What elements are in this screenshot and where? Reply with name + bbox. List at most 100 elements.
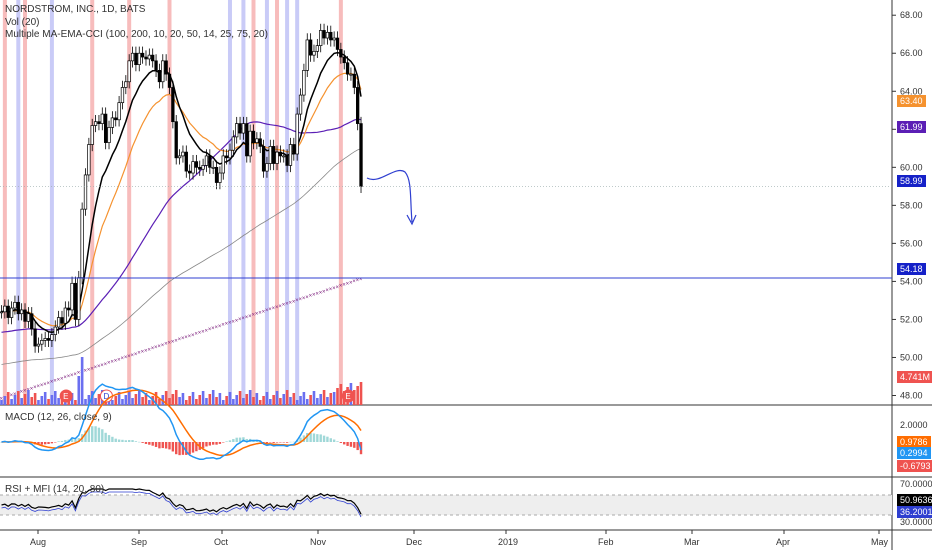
volume-bar bbox=[201, 391, 205, 405]
volume-bar bbox=[305, 399, 309, 405]
macd-histogram-bar bbox=[222, 442, 225, 443]
macd-histogram-bar bbox=[151, 442, 154, 446]
volume-bar bbox=[124, 395, 128, 405]
candle-body bbox=[97, 121, 101, 124]
candle-body bbox=[130, 52, 135, 62]
ma200-marker: × bbox=[110, 360, 114, 366]
candle-body bbox=[292, 144, 296, 155]
candle-body bbox=[315, 45, 319, 52]
ma200-marker: × bbox=[10, 393, 14, 399]
macd-histogram-bar bbox=[191, 442, 195, 453]
ma200-marker: × bbox=[218, 324, 222, 330]
macd-histogram-bar bbox=[185, 442, 188, 455]
volume-bar bbox=[225, 396, 228, 405]
volume-bar bbox=[228, 392, 232, 405]
candle-body bbox=[13, 301, 17, 309]
projection-path bbox=[366, 169, 413, 223]
macd-line-tag: 0.2994 bbox=[897, 447, 931, 459]
time-tick-label: Mar bbox=[684, 537, 700, 547]
time-tick-label: May bbox=[871, 537, 889, 547]
volume-bar bbox=[77, 376, 81, 405]
candle-body bbox=[228, 149, 232, 159]
ma200-marker: × bbox=[73, 372, 77, 378]
ma200-marker: × bbox=[171, 339, 175, 345]
event-marker-circle bbox=[59, 389, 73, 403]
candle-body bbox=[272, 146, 276, 164]
volume-bar bbox=[282, 394, 286, 405]
time-tick-label: Sep bbox=[131, 537, 147, 547]
highlight-band bbox=[227, 0, 232, 405]
volume-bar bbox=[111, 400, 114, 405]
event-marker-label: E bbox=[345, 392, 350, 401]
ma200-marker: × bbox=[312, 293, 316, 299]
ma200-marker: × bbox=[120, 356, 124, 362]
ma200-marker: × bbox=[336, 285, 340, 291]
ma200-marker: × bbox=[194, 332, 198, 338]
macd-histogram-bar bbox=[312, 433, 316, 442]
ma200-marker: × bbox=[23, 389, 27, 395]
candle-body bbox=[6, 305, 10, 318]
volume-bar bbox=[121, 399, 124, 405]
ma200-marker: × bbox=[53, 379, 57, 385]
candle-body bbox=[302, 70, 306, 96]
ma200-marker: × bbox=[252, 313, 256, 319]
candle-body bbox=[26, 313, 31, 322]
macd-histogram-bar bbox=[94, 426, 97, 442]
candle-body bbox=[268, 146, 272, 164]
candle-body bbox=[295, 113, 299, 155]
ma200-marker: × bbox=[319, 290, 323, 296]
volume-indicator-label: Vol (20) bbox=[5, 17, 40, 28]
volume-bar bbox=[316, 398, 319, 405]
ma200-marker: × bbox=[43, 382, 47, 388]
volume-bar bbox=[158, 399, 161, 405]
macd-histogram-bar bbox=[195, 442, 198, 452]
volume-bar bbox=[131, 398, 134, 405]
macd-histogram-bar bbox=[127, 440, 131, 442]
ma200-marker: × bbox=[204, 328, 208, 334]
ma200-marker: × bbox=[57, 377, 61, 383]
ma200-marker: × bbox=[157, 344, 161, 350]
ma200-marker: × bbox=[117, 357, 121, 363]
volume-bar bbox=[37, 400, 40, 405]
candle-body bbox=[235, 123, 239, 138]
ma200-marker: × bbox=[231, 319, 235, 325]
macd-histogram-bar bbox=[101, 429, 104, 442]
macd-histogram-bar bbox=[84, 430, 87, 442]
ma200-marker: × bbox=[178, 337, 182, 343]
candle-body bbox=[245, 123, 249, 157]
macd-signal-tag: 0.9786 bbox=[897, 436, 931, 448]
ma200-marker: × bbox=[184, 335, 188, 341]
candle-body bbox=[308, 39, 313, 56]
ma200-marker: × bbox=[238, 317, 242, 323]
volume-bar bbox=[70, 393, 74, 405]
ma200-marker: × bbox=[181, 336, 185, 342]
candle-body bbox=[9, 307, 14, 318]
candle-body bbox=[60, 317, 64, 324]
candle-body bbox=[278, 151, 283, 157]
ma200-marker: × bbox=[20, 390, 24, 396]
rsi-tick-label: 70.0000 bbox=[900, 479, 932, 489]
volume-bar bbox=[262, 396, 265, 405]
macd-histogram-bar bbox=[164, 442, 168, 449]
macd-histogram-bar bbox=[70, 438, 74, 442]
last-price-tag: 58.99 bbox=[897, 175, 926, 187]
candle-body bbox=[16, 301, 20, 315]
macd-histogram-bar bbox=[225, 441, 228, 442]
macd-histogram-bar bbox=[134, 441, 138, 442]
ma200-marker: × bbox=[272, 306, 276, 312]
volume-bar bbox=[279, 398, 282, 405]
volume-bar bbox=[50, 395, 54, 405]
ma200-marker: × bbox=[147, 347, 151, 353]
macd-histogram-bar bbox=[158, 442, 161, 449]
support-level-tag: 54.18 bbox=[897, 263, 926, 275]
candle-body bbox=[3, 305, 7, 313]
volume-bar bbox=[356, 386, 359, 405]
volume-bar bbox=[336, 388, 339, 405]
time-tick-label: 2019 bbox=[498, 537, 518, 547]
macd-histogram-bar bbox=[346, 442, 349, 446]
ma200-marker: × bbox=[151, 346, 155, 352]
volume-bar bbox=[0, 400, 3, 405]
macd-histogram-bar bbox=[245, 438, 248, 442]
candle-body bbox=[258, 138, 262, 147]
